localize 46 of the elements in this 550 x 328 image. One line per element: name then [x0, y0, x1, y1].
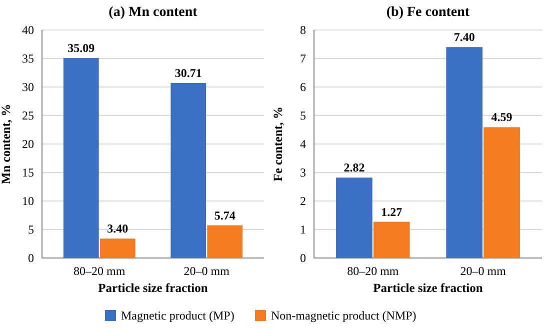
text: 30.71 [174, 66, 202, 80]
y-tick-label: 25 [22, 108, 34, 123]
bar [336, 178, 372, 258]
bar [100, 238, 136, 258]
bar [484, 127, 520, 258]
x-tick-label: 20–0 mm [460, 264, 507, 278]
y-tick-label: 8 [300, 23, 306, 38]
text: 35.09 [68, 40, 95, 55]
x-tick-label: 20–0 mm [184, 264, 230, 278]
y-tick-label: 0 [300, 251, 306, 266]
y-tick-label: 7 [300, 52, 306, 66]
bar [170, 82, 206, 258]
y-axis-title: Fe content, % [271, 106, 285, 182]
text: 2.82 [344, 160, 365, 175]
y-tick-label: 0 [28, 251, 34, 266]
text: 5.74 [214, 208, 236, 222]
y-tick-label: 5 [300, 108, 306, 123]
x-tick-label: 80–20 mm [74, 264, 126, 278]
y-tick-label: 15 [22, 166, 34, 180]
bar [373, 222, 410, 258]
y-tick-label: 35 [22, 52, 34, 66]
legend-label: Magnetic product (MP) [121, 308, 234, 322]
y-tick-label: 3 [300, 166, 306, 180]
y-tick-label: 1 [300, 222, 306, 237]
y-tick-label: 4 [300, 137, 306, 152]
y-tick-label: 5 [28, 222, 34, 237]
text: 7.40 [454, 30, 475, 44]
y-tick-label: 30 [22, 80, 34, 94]
y-tick-label: 10 [22, 194, 34, 208]
chart-title: (b) Fe content [386, 5, 470, 20]
y-axis-title: Mn content, % [0, 104, 13, 184]
y-tick-label: 2 [300, 194, 306, 208]
legend-label: Non-magnetic product (NMP) [271, 308, 416, 322]
x-tick-label: 80–20 mm [347, 264, 400, 278]
y-tick-label: 40 [22, 23, 34, 38]
bar [63, 58, 99, 258]
x-axis-title: Particle size fraction [373, 281, 483, 295]
text: 3.40 [107, 222, 128, 236]
text: 1.27 [381, 204, 402, 219]
text: 4.59 [491, 110, 512, 124]
bar [446, 47, 483, 258]
x-axis-title: Particle size fraction [98, 281, 208, 295]
y-tick-label: 6 [300, 80, 306, 94]
bar [207, 225, 243, 258]
y-tick-label: 20 [22, 137, 34, 152]
chart-title: (a) Mn content [108, 5, 198, 20]
